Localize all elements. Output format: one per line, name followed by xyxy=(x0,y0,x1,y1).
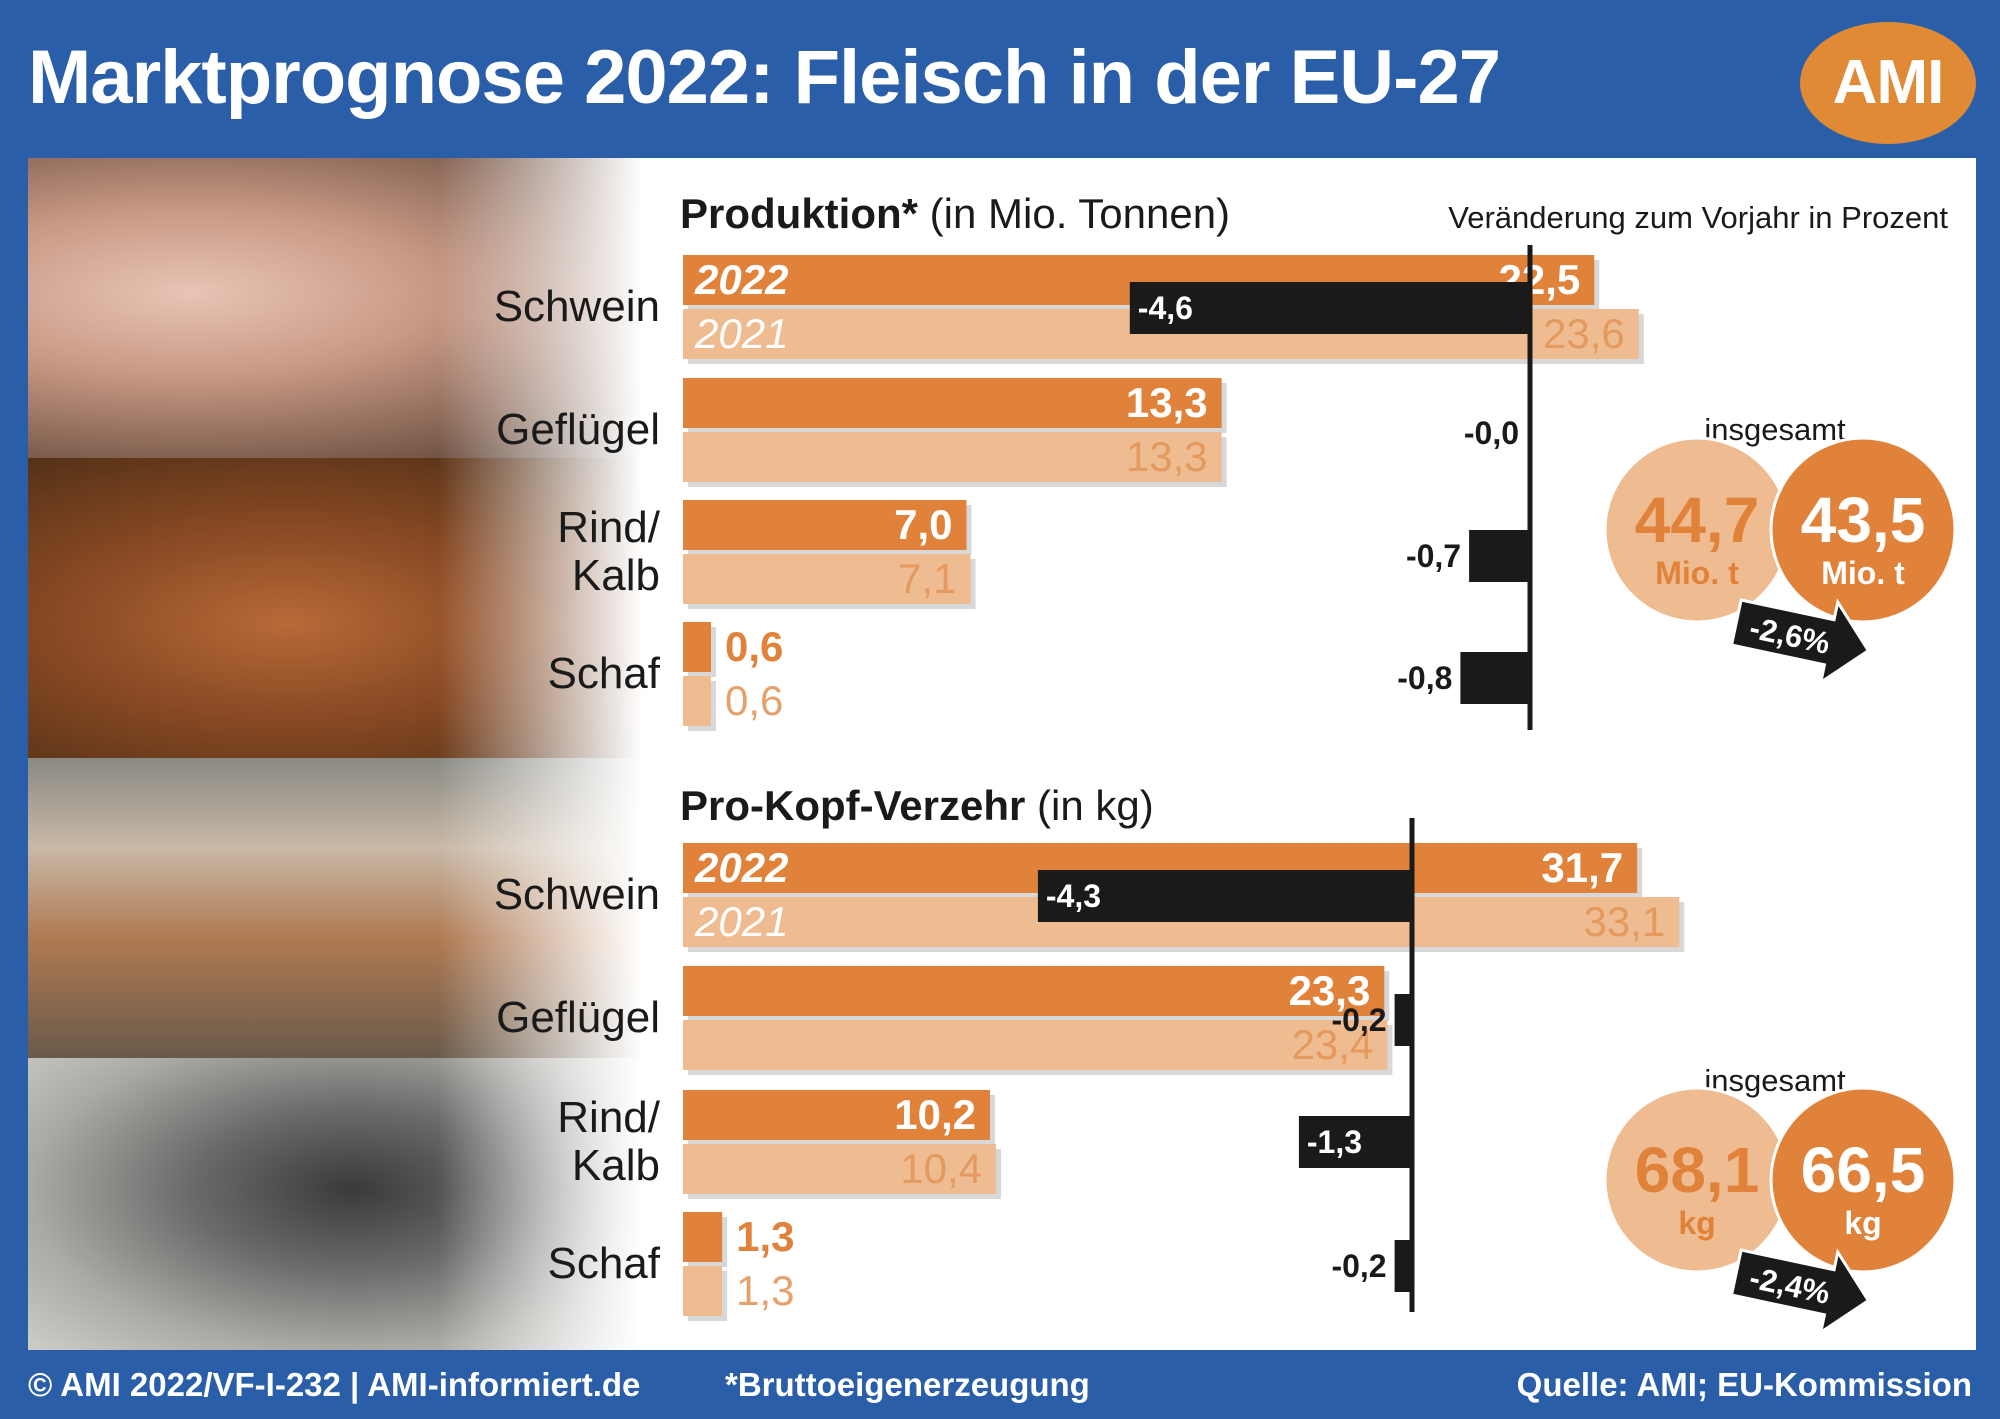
category-label-gefluegel: Geflügel xyxy=(496,993,660,1042)
category-label-rind-kalb-1: Rind/ xyxy=(557,503,660,552)
value-label-2021-schaf: 0,6 xyxy=(725,677,783,724)
value-label-2022-schwein: 31,7 xyxy=(1541,844,1623,891)
change-label-schaf: -0,8 xyxy=(1397,660,1452,696)
ami-logo: AMI xyxy=(1800,22,1976,144)
change-bar-gefluegel xyxy=(1394,994,1412,1046)
bar-2022-schaf xyxy=(683,622,711,672)
category-label-schaf: Schaf xyxy=(547,1239,660,1288)
category-label-schwein: Schwein xyxy=(494,282,660,331)
bar-2022-rind-kalb xyxy=(683,500,967,550)
value-label-2022-gefluegel: 13,3 xyxy=(1126,379,1208,426)
arrow-shape xyxy=(1729,1248,1871,1336)
bar-2022-schaf xyxy=(683,1212,723,1262)
change-bar-schaf xyxy=(1394,1240,1412,1292)
change-label-gefluegel: -0,2 xyxy=(1331,1002,1386,1038)
cows-photo xyxy=(28,758,678,1058)
total-2022-value: 43,5 xyxy=(1801,484,1926,556)
category-label-schaf: Schaf xyxy=(547,649,660,698)
total-2021-value: 68,1 xyxy=(1635,1134,1760,1206)
change-label-schaf: -0,2 xyxy=(1331,1248,1386,1284)
bar-2022-gefluegel xyxy=(683,966,1385,1016)
change-bar-schwein xyxy=(1037,870,1412,922)
value-label-2021-rind-kalb: 10,4 xyxy=(900,1145,982,1192)
footnote-text: *Bruttoeigenerzeugung xyxy=(725,1366,1090,1403)
change-bar-schaf xyxy=(1460,652,1530,704)
value-label-2021-schwein: 23,6 xyxy=(1543,310,1625,357)
bar-2021-schaf xyxy=(683,1266,723,1316)
value-label-2022-schaf: 0,6 xyxy=(725,623,783,670)
value-label-2022-rind-kalb: 10,2 xyxy=(894,1091,976,1138)
total-2022-circle xyxy=(1769,1086,1957,1274)
total-change-arrow: -2,4% xyxy=(1729,1248,1871,1336)
pigs-photo xyxy=(28,158,678,458)
total-change-arrow: -2,6% xyxy=(1729,598,1871,686)
change-label-gefluegel: -0,0 xyxy=(1464,415,1519,451)
value-label-2022-gefluegel: 23,3 xyxy=(1289,967,1371,1014)
value-label-2021-rind-kalb: 7,1 xyxy=(898,555,956,602)
value-label-2022-schaf: 1,3 xyxy=(736,1213,794,1260)
footer-bar: © AMI 2022/VF-I-232 | AMI-informiert.de … xyxy=(0,1350,2000,1419)
category-label-rind-kalb-1: Rind/ xyxy=(557,1093,660,1142)
category-label-rind-kalb-2: Kalb xyxy=(572,1141,660,1190)
value-label-2021-schwein: 33,1 xyxy=(1584,898,1666,945)
produktion-title: Produktion* (in Mio. Tonnen) xyxy=(680,190,1230,237)
category-label-rind-kalb-2: Kalb xyxy=(572,551,660,600)
total-2022-value: 66,5 xyxy=(1801,1134,1926,1206)
change-bar-rind-kalb xyxy=(1298,1116,1412,1168)
change-title: Veränderung zum Vorjahr in Prozent xyxy=(1448,200,1948,235)
bar-2022-gefluegel xyxy=(683,378,1222,428)
bar-2021-rind-kalb xyxy=(683,1144,997,1194)
page-title: Marktprognose 2022: Fleisch in der EU-27 xyxy=(28,35,1501,120)
hens-photo xyxy=(28,458,678,758)
total-2021-value: 44,7 xyxy=(1635,484,1760,556)
goat-sheep-photo xyxy=(28,1058,678,1350)
total-2022-unit: Mio. t xyxy=(1821,555,1905,591)
copyright-text: © AMI 2022/VF-I-232 | AMI-informiert.de xyxy=(28,1366,641,1403)
header-bar: Marktprognose 2022: Fleisch in der EU-27… xyxy=(0,0,2000,158)
total-2022-unit: kg xyxy=(1844,1205,1881,1241)
change-bar-schwein xyxy=(1129,282,1530,334)
category-label-gefluegel: Geflügel xyxy=(496,405,660,454)
total-2022-circle xyxy=(1769,436,1957,624)
change-label-schwein: -4,6 xyxy=(1138,290,1193,326)
arrow-shape xyxy=(1729,598,1871,686)
year-label-2021: 2021 xyxy=(694,310,788,357)
year-label-2022: 2022 xyxy=(694,844,788,891)
source-text: Quelle: AMI; EU-Kommission xyxy=(1516,1366,1972,1403)
value-label-2021-gefluegel: 13,3 xyxy=(1126,433,1208,480)
bar-2022-rind-kalb xyxy=(683,1090,991,1140)
year-label-2022: 2022 xyxy=(694,256,788,303)
change-label-rind-kalb: -1,3 xyxy=(1307,1124,1362,1160)
bar-2021-rind-kalb xyxy=(683,554,971,604)
bar-2021-gefluegel xyxy=(683,432,1222,482)
photo-column xyxy=(28,158,678,1350)
category-label-schwein: Schwein xyxy=(494,870,660,919)
value-label-2021-schaf: 1,3 xyxy=(736,1267,794,1314)
value-label-2022-rind-kalb: 7,0 xyxy=(894,501,952,548)
value-label-2021-gefluegel: 23,4 xyxy=(1292,1021,1374,1068)
change-label-rind-kalb: -0,7 xyxy=(1406,538,1461,574)
change-bar-rind-kalb xyxy=(1469,530,1530,582)
bar-2021-gefluegel xyxy=(683,1020,1388,1070)
total-2021-unit: Mio. t xyxy=(1655,555,1739,591)
year-label-2021: 2021 xyxy=(694,898,788,945)
verzehr-title: Pro-Kopf-Verzehr (in kg) xyxy=(680,782,1154,829)
total-2021-unit: kg xyxy=(1678,1205,1715,1241)
change-label-schwein: -4,3 xyxy=(1046,878,1101,914)
total-label: insgesamt xyxy=(1704,412,1846,447)
bar-2021-schaf xyxy=(683,676,711,726)
